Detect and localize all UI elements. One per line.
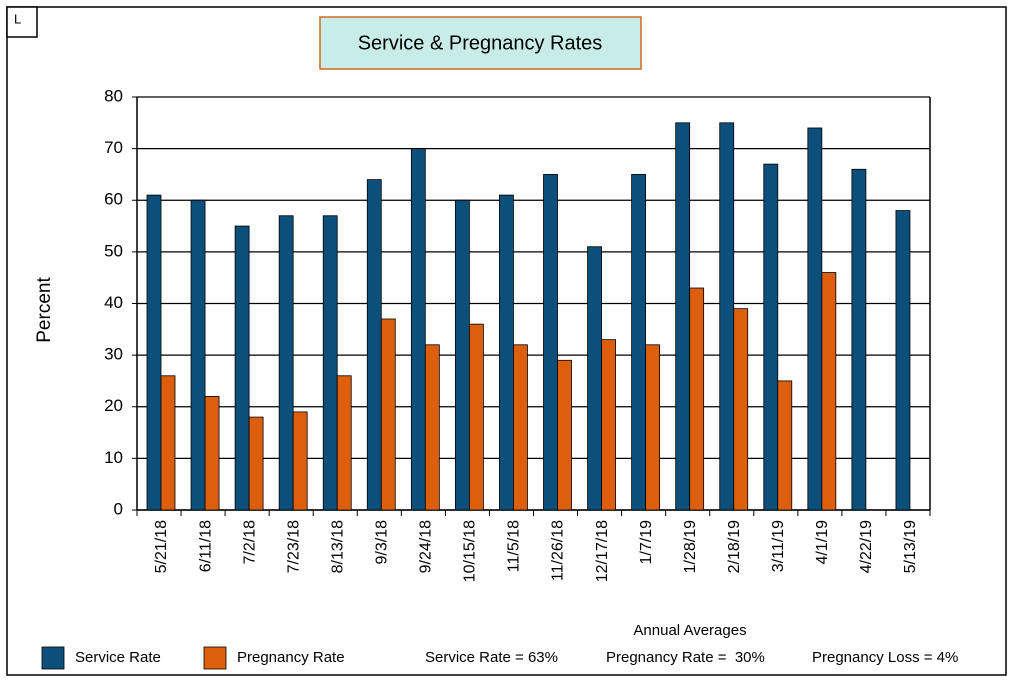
bar [190,199,206,511]
y-tick-label: 10 [104,448,123,467]
x-tick-label: 7/2/18 [241,520,258,565]
legend-label: Service Rate [75,649,161,666]
x-tick-label: 1/7/19 [638,520,655,565]
x-tick-label: 5/13/19 [902,520,919,573]
bar [454,199,470,511]
y-tick-label: 0 [114,499,123,518]
bar [410,148,426,511]
bar [733,308,749,511]
bar [645,344,661,511]
bar [851,168,867,511]
bar [821,272,837,511]
bar [557,359,572,511]
chart-title: Service & Pregnancy Rates [358,32,603,54]
bar [601,339,616,511]
bar [807,127,823,511]
bar [675,122,691,511]
bar [777,380,793,511]
x-tick-label: 4/22/19 [858,520,875,573]
bar [895,210,911,511]
y-tick-label: 20 [104,396,123,415]
bar [499,194,514,511]
x-tick-label: 12/17/18 [594,520,611,582]
bar [513,344,528,511]
bar [543,174,558,511]
x-tick-label: 3/11/19 [770,520,787,572]
annotation: Pregnancy Rate = 30% [606,649,765,666]
x-tick-label: 1/28/19 [682,520,699,573]
bar [160,375,176,511]
title-box [319,16,642,70]
x-tick-label: 5/21/18 [153,520,170,573]
x-tick-label: 2/18/19 [726,520,743,573]
x-tick-label: 8/13/18 [329,520,346,573]
bar [468,323,484,511]
bar [146,194,162,511]
x-tick-label: 9/3/18 [374,520,391,565]
y-tick-label: 80 [104,86,123,105]
bar [689,287,705,511]
y-tick-label: 30 [104,345,123,364]
y-tick-label: 60 [104,190,123,209]
bar [336,375,352,511]
legend-swatch [41,646,65,670]
y-axis-label: Percent [34,277,55,343]
bar [380,318,396,511]
y-tick-label: 50 [104,241,123,260]
x-tick-label: 4/1/19 [814,520,831,565]
annotation: Pregnancy Loss = 4% [812,649,958,666]
bar [322,215,338,511]
x-tick-label: 11/26/18 [550,520,567,581]
x-tick-label: 9/24/18 [418,520,435,573]
x-tick-label: 10/15/18 [462,520,479,582]
frame [6,6,1007,676]
bar [292,411,308,511]
y-tick-label: 40 [104,293,123,312]
legend-swatch [203,646,227,670]
bar [278,215,294,511]
annotation-heading: Annual Averages [633,622,746,639]
corner-label: L [14,11,21,26]
bar [587,246,602,511]
bar [631,174,647,511]
bar [234,225,250,511]
corner-box [6,6,38,38]
x-tick-label: 6/11/18 [197,520,214,572]
y-tick-label: 70 [104,138,123,157]
x-tick-label: 11/5/18 [506,520,523,572]
bar [366,179,382,511]
bar [424,344,440,511]
bar [763,163,779,511]
legend-label: Pregnancy Rate [237,649,345,666]
x-tick-label: 7/23/18 [285,520,302,573]
annotation: Service Rate = 63% [425,649,558,666]
bar [248,416,264,511]
bar [719,122,735,511]
bar [204,396,220,511]
